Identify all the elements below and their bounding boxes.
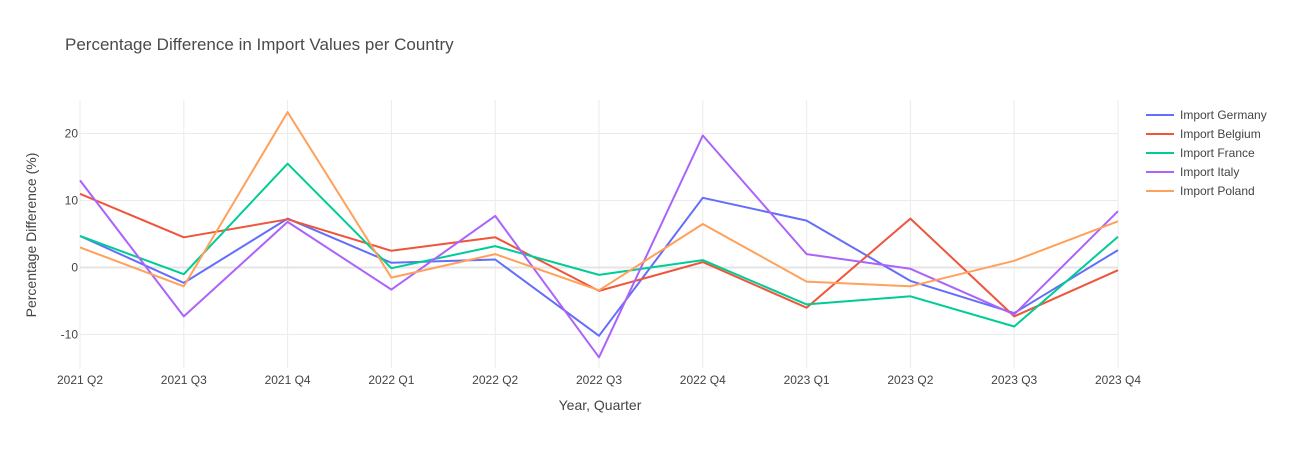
y-tick-label: 10 [65, 194, 79, 208]
x-tick-label: 2022 Q1 [368, 373, 414, 387]
legend-label: Import Germany [1180, 108, 1267, 122]
x-tick-label: 2021 Q3 [161, 373, 207, 387]
chart-title: Percentage Difference in Import Values p… [65, 35, 454, 54]
x-tick-label: 2022 Q3 [576, 373, 622, 387]
series-layer [79, 111, 1119, 359]
x-tick-label: 2023 Q4 [1095, 373, 1141, 387]
series-line-import-germany[interactable] [79, 196, 1119, 337]
x-tick-label: 2022 Q4 [680, 373, 726, 387]
x-tick-label: 2023 Q1 [784, 373, 830, 387]
legend-label: Import Poland [1180, 184, 1255, 198]
y-axis-label: Percentage Difference (%) [23, 153, 39, 318]
legend-item[interactable]: Import France [1146, 146, 1255, 160]
legend-item[interactable]: Import Germany [1146, 108, 1267, 122]
legend-label: Import Belgium [1180, 127, 1261, 141]
series-line-import-poland[interactable] [79, 111, 1119, 292]
legend-label: Import France [1180, 146, 1255, 160]
y-axis-ticks: -10 0 10 20 [61, 127, 79, 342]
y-tick-label: 20 [65, 127, 79, 141]
series-line-import-italy[interactable] [79, 134, 1119, 359]
legend-item[interactable]: Import Italy [1146, 165, 1239, 179]
x-axis-ticks: 2021 Q2 2021 Q3 2021 Q4 2022 Q1 2022 Q2 2022 … [57, 373, 1141, 387]
grid-layer [79, 100, 1119, 368]
y-tick-label: -10 [61, 328, 79, 342]
x-tick-label: 2021 Q4 [265, 373, 311, 387]
x-tick-label: 2022 Q2 [472, 373, 518, 387]
x-tick-label: 2021 Q2 [57, 373, 103, 387]
legend-item[interactable]: Import Belgium [1146, 127, 1261, 141]
x-axis-label: Year, Quarter [559, 397, 642, 413]
x-tick-label: 2023 Q2 [887, 373, 933, 387]
y-tick-label: 0 [71, 261, 78, 275]
legend-label: Import Italy [1180, 165, 1239, 179]
series-line-import-france[interactable] [79, 162, 1119, 328]
x-tick-label: 2023 Q3 [991, 373, 1037, 387]
legend-item[interactable]: Import Poland [1146, 184, 1255, 198]
legend[interactable]: Import Germany Import Belgium Import Franc… [1146, 108, 1267, 198]
